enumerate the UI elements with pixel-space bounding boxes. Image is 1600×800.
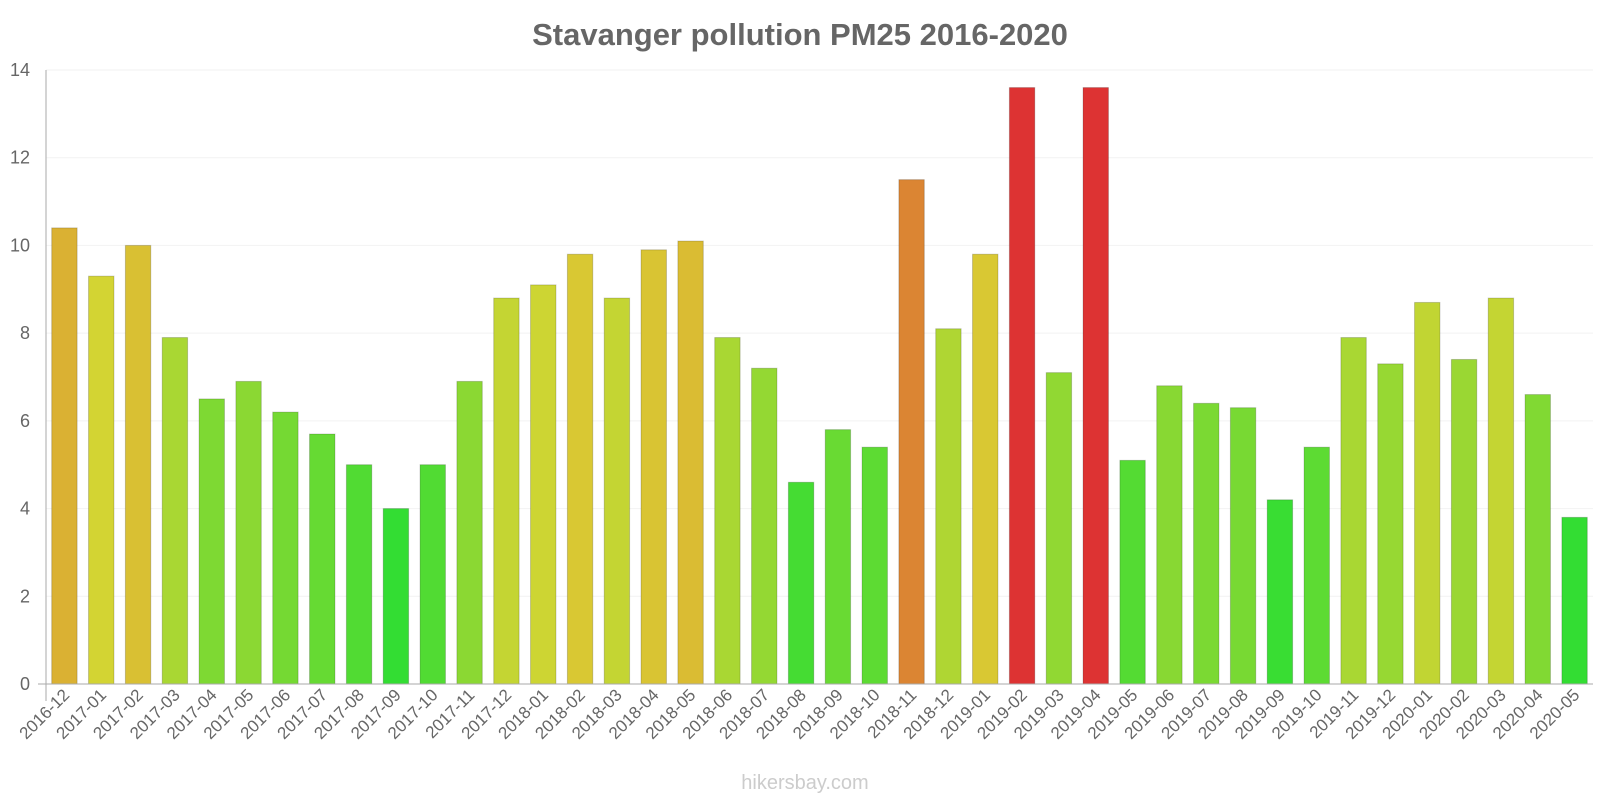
axes [38,70,1593,701]
y-axis-ticks: 0 2 4 6 8 10 12 14 [10,60,30,694]
bar-2019-01 [972,253,999,685]
bar-2019-03 [1045,372,1073,685]
bar-2019-08 [1229,407,1257,685]
bar-2020-01 [1414,301,1441,685]
y-tick-label: 14 [10,60,30,80]
bar-2020-02 [1450,358,1478,685]
bar-2019-07 [1193,402,1220,685]
x-axis-ticks: 2016-122017-012017-022017-032017-042017-… [16,685,1584,743]
y-tick-label: 8 [20,323,30,343]
bar-2018-06 [714,337,741,685]
bar-2017-05 [235,380,262,685]
bar-2018-08 [787,481,815,685]
y-tick-label: 4 [20,499,30,519]
bar-2020-05 [1561,516,1588,685]
bar-2019-02 [1008,87,1036,685]
source-credit: hikersbay.com [741,772,868,794]
bar-2018-01 [530,284,557,685]
bar-2017-06 [272,411,299,685]
bar-2017-10 [419,464,446,685]
bar-2018-10 [861,446,888,685]
y-tick-label: 12 [10,148,30,168]
bar-2017-11 [456,380,483,685]
grid-lines [46,69,1593,597]
y-tick-label: 6 [20,411,30,431]
bar-2019-06 [1156,385,1183,685]
bar-2017-03 [161,337,189,685]
bar-2018-04 [640,249,667,685]
bar-2018-09 [824,429,852,685]
bar-2019-12 [1377,363,1404,685]
bar-2017-08 [345,464,373,685]
bar-2020-03 [1487,297,1515,685]
bar-2019-11 [1340,337,1367,685]
bar-2020-04 [1524,394,1551,685]
y-tick-label: 2 [20,586,30,606]
y-tick-label: 0 [20,674,30,694]
bar-2017-12 [493,297,520,685]
bar-2018-05 [677,240,704,685]
bar-2018-03 [603,297,631,685]
bar-2017-07 [309,433,336,685]
bar-2019-05 [1119,459,1146,685]
y-tick-label: 10 [10,235,30,255]
bar-2019-04 [1082,87,1109,685]
bar-2016-12 [51,227,78,685]
bar-2018-11 [898,179,925,685]
bar-2017-09 [382,508,410,685]
bar-2019-09 [1266,499,1294,685]
bar-2017-02 [124,244,152,685]
chart-title: Stavanger pollution PM25 2016-2020 [532,17,1068,52]
bar-2018-12 [935,328,962,685]
bar-2019-10 [1303,446,1330,685]
bar-2018-02 [566,253,594,685]
bars [51,87,1588,685]
bar-2018-07 [751,367,778,685]
bar-2017-04 [198,398,225,685]
bar-2017-01 [88,275,115,685]
